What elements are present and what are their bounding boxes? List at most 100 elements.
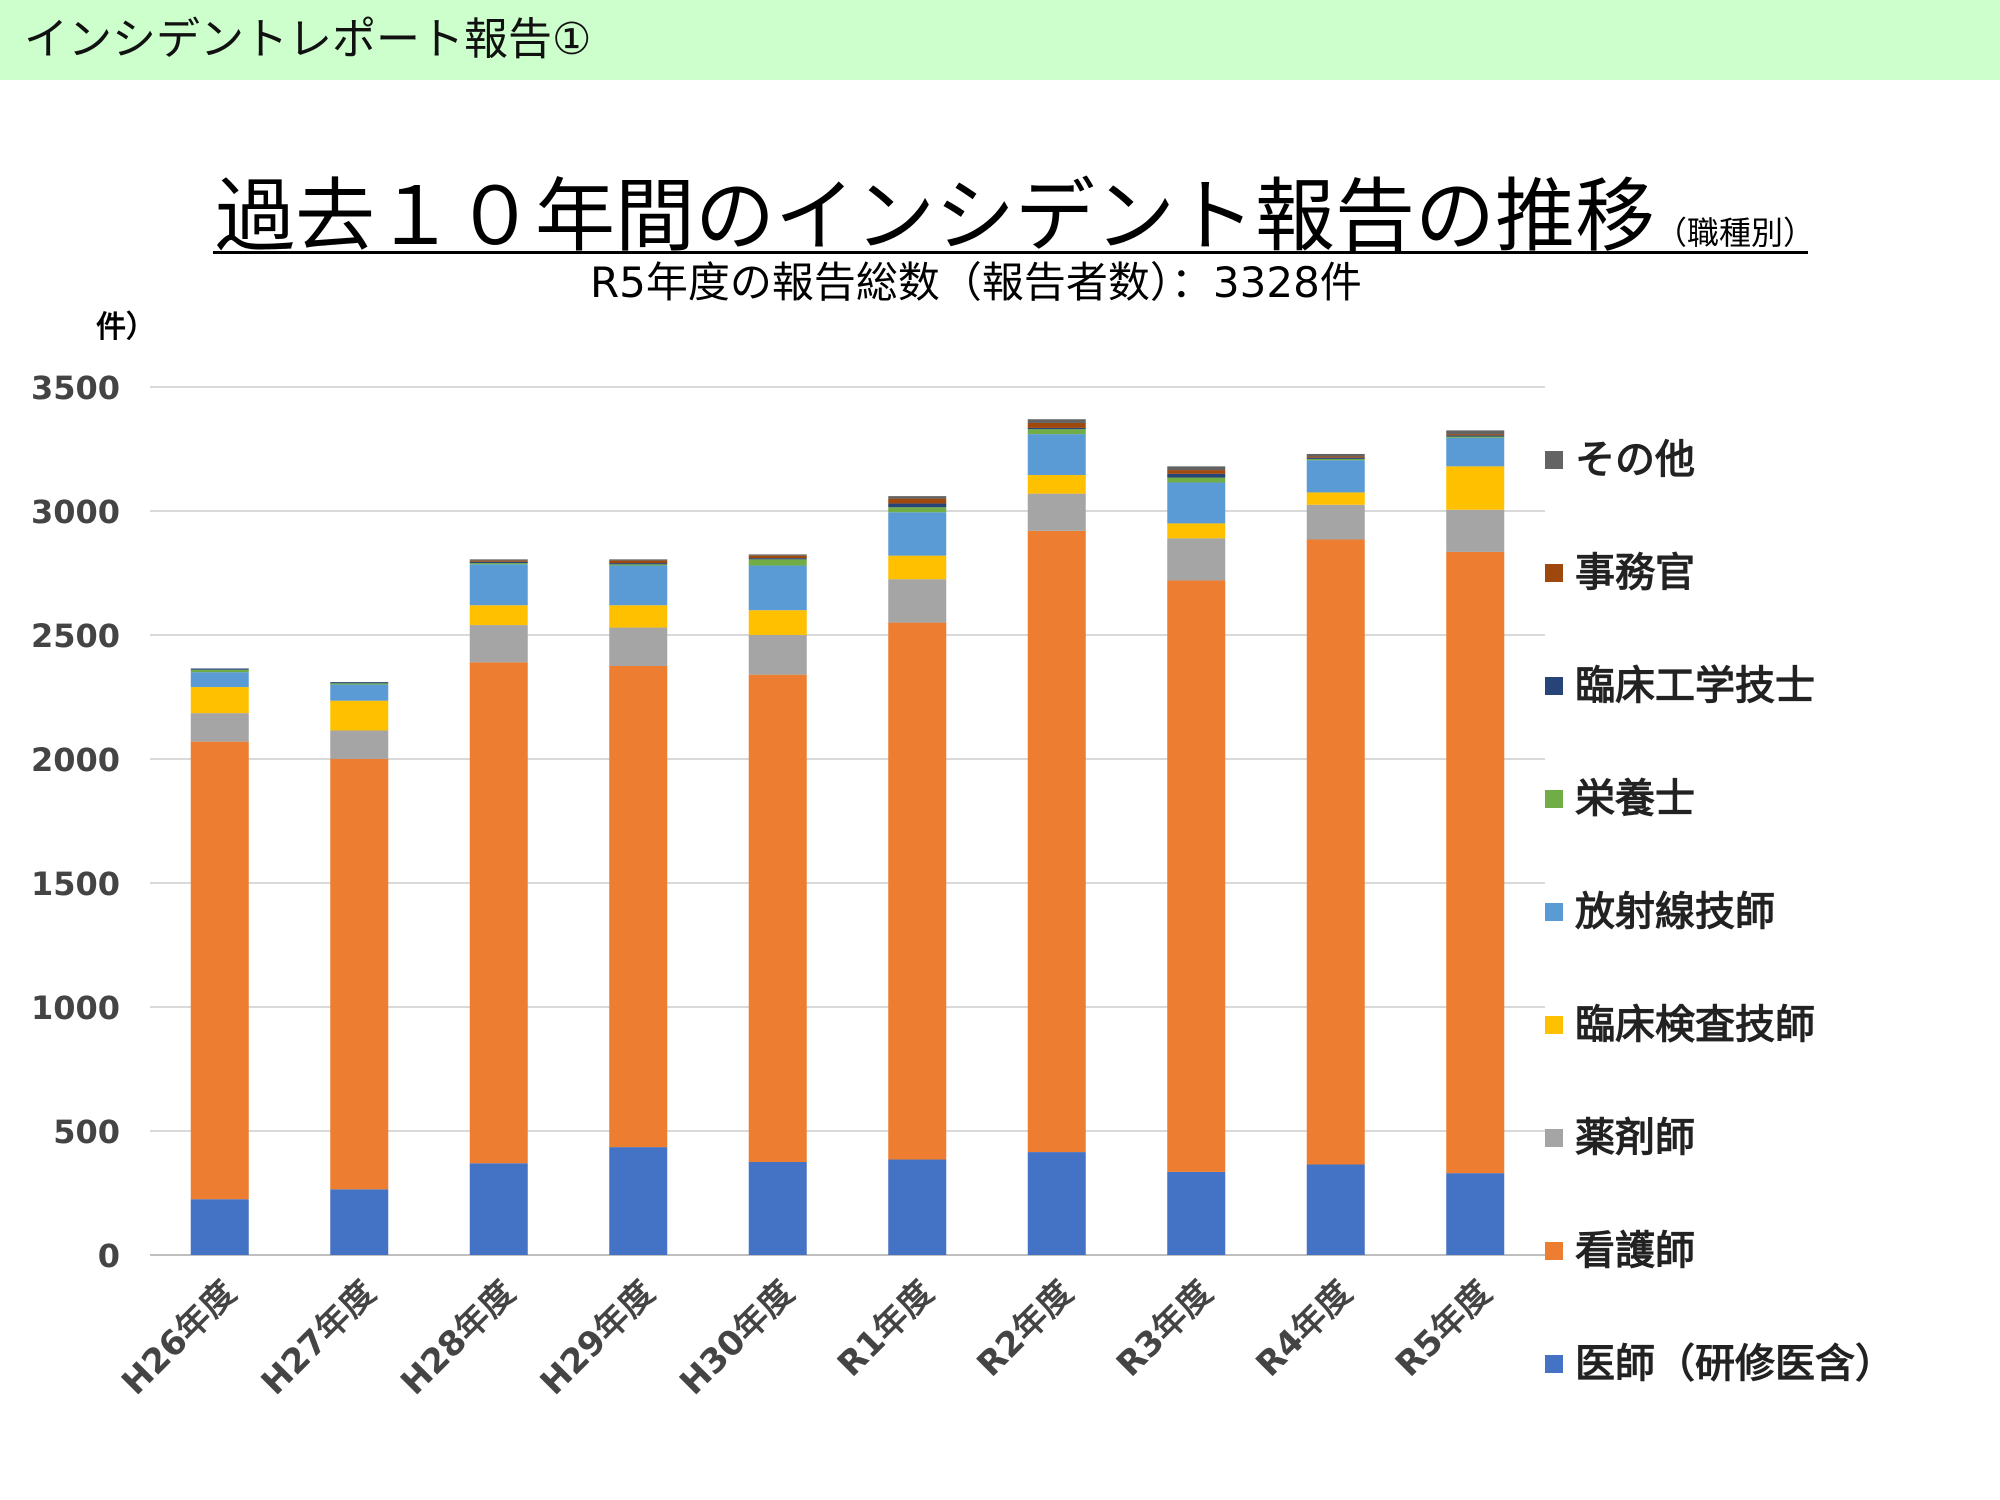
bar-segment <box>1027 475 1086 494</box>
bar-segment <box>1306 460 1365 493</box>
bar-segment <box>748 559 807 566</box>
legend-swatch <box>1545 1129 1563 1147</box>
bar-segment <box>469 662 528 1164</box>
x-tick-label: H26年度 <box>114 1273 244 1403</box>
y-tick-label: 0 <box>98 1237 120 1275</box>
legend-item: 看護師 <box>1545 1221 1695 1281</box>
bar-segment <box>1306 504 1365 540</box>
legend-label: 医師（研修医含） <box>1575 1341 1895 1387</box>
chart-title-main: 過去１０年間のインシデント報告の推移 <box>215 170 1655 263</box>
legend-label: その他 <box>1575 437 1695 483</box>
legend-item: 放射線技師 <box>1545 882 1775 942</box>
bar-segment <box>1446 430 1505 435</box>
bar-segment <box>1446 435 1505 437</box>
bar-segment <box>609 1147 668 1255</box>
bar-segment <box>190 1199 249 1255</box>
bar-segment <box>609 565 668 606</box>
bar-segment <box>1167 538 1226 581</box>
bar-segment <box>1167 523 1226 539</box>
chart-title-suffix: （職種別） <box>1655 214 1816 252</box>
bar-segment <box>1167 482 1226 524</box>
bar-segment <box>1306 453 1365 457</box>
bar-segment <box>748 635 807 675</box>
bar-segment <box>469 605 528 626</box>
legend-item: 臨床工学技士 <box>1545 656 1815 716</box>
bar-segment <box>330 1189 389 1255</box>
bar-segment <box>330 730 389 759</box>
bar-segment <box>469 1163 528 1255</box>
bar-segment <box>1446 509 1505 552</box>
legend-label: 臨床工学技士 <box>1575 663 1815 709</box>
bar-segment <box>190 669 249 673</box>
bar-segment <box>190 741 249 1200</box>
bar-segment <box>1446 437 1505 467</box>
bar-segment <box>190 687 249 714</box>
header-band <box>0 0 2000 80</box>
legend-label: 放射線技師 <box>1575 889 1775 935</box>
bar-segment <box>1027 434 1086 476</box>
bar-segment <box>1027 429 1086 435</box>
bar-segment <box>1167 466 1226 471</box>
chart-subtitle: R5年度の報告総数（報告者数）：3328件 <box>590 258 1362 307</box>
chart-title: 過去１０年間のインシデント報告の推移（職種別） <box>215 172 1815 278</box>
bar-segment <box>1027 419 1086 423</box>
bar-segment <box>888 503 947 508</box>
bar-segment <box>1446 1173 1505 1255</box>
bar-segment <box>1027 1152 1086 1255</box>
legend-swatch <box>1545 677 1563 695</box>
x-tick-label: R2年度 <box>970 1273 1082 1385</box>
bar-segment <box>748 558 807 560</box>
bar-segment <box>190 672 249 688</box>
bar-segment <box>1446 466 1505 510</box>
bar-segment <box>1306 458 1365 461</box>
bar-segment <box>469 625 528 663</box>
bar-segment <box>1027 493 1086 531</box>
y-tick-label: 1000 <box>31 989 120 1027</box>
bar-segment <box>1167 473 1226 478</box>
bar-segment <box>888 1159 947 1255</box>
legend-swatch <box>1545 564 1563 582</box>
y-tick-label: 1500 <box>31 865 120 903</box>
x-tick-label: R3年度 <box>1109 1273 1221 1385</box>
bar-segment <box>609 666 668 1148</box>
legend-swatch <box>1545 1016 1563 1034</box>
bar-segment <box>609 563 668 565</box>
legend-item: 事務官 <box>1545 543 1695 603</box>
bar-segment <box>1027 427 1086 430</box>
bar-segment <box>190 668 249 670</box>
y-tick-label: 3500 <box>31 369 120 407</box>
legend-label: 看護師 <box>1575 1228 1695 1274</box>
bar-segment <box>609 559 668 561</box>
bar-segment <box>1446 551 1505 1174</box>
bar-segment <box>1167 470 1226 474</box>
bar-segment <box>469 559 528 561</box>
bar-segment <box>190 713 249 742</box>
bar-segment <box>888 498 947 504</box>
bar-segment <box>1306 456 1365 458</box>
bar-segment <box>888 622 947 1160</box>
bar-segment <box>330 759 389 1190</box>
bar-segment <box>609 605 668 628</box>
bar-segment <box>1306 492 1365 505</box>
title-underline <box>213 251 1808 254</box>
bar-segment <box>748 674 807 1162</box>
bar-segment <box>469 561 528 564</box>
bar-segment <box>330 682 389 684</box>
legend-swatch <box>1545 790 1563 808</box>
x-tick-label: H29年度 <box>533 1273 663 1403</box>
bar-segment <box>1167 580 1226 1172</box>
legend-swatch <box>1545 1242 1563 1260</box>
y-tick-label: 500 <box>53 1113 120 1151</box>
bar-segment <box>1027 422 1086 428</box>
legend-item: 臨床検査技師 <box>1545 995 1815 1055</box>
legend-item: 医師（研修医含） <box>1545 1334 1895 1394</box>
bar-segment <box>888 507 947 513</box>
legend-label: 薬剤師 <box>1575 1115 1695 1161</box>
legend-item: その他 <box>1545 430 1695 490</box>
bar-segment <box>1027 530 1086 1153</box>
bar-segment <box>748 610 807 635</box>
legend-item: 薬剤師 <box>1545 1108 1695 1168</box>
legend-label: 臨床検査技師 <box>1575 1002 1815 1048</box>
x-tick-label: R5年度 <box>1388 1273 1500 1385</box>
